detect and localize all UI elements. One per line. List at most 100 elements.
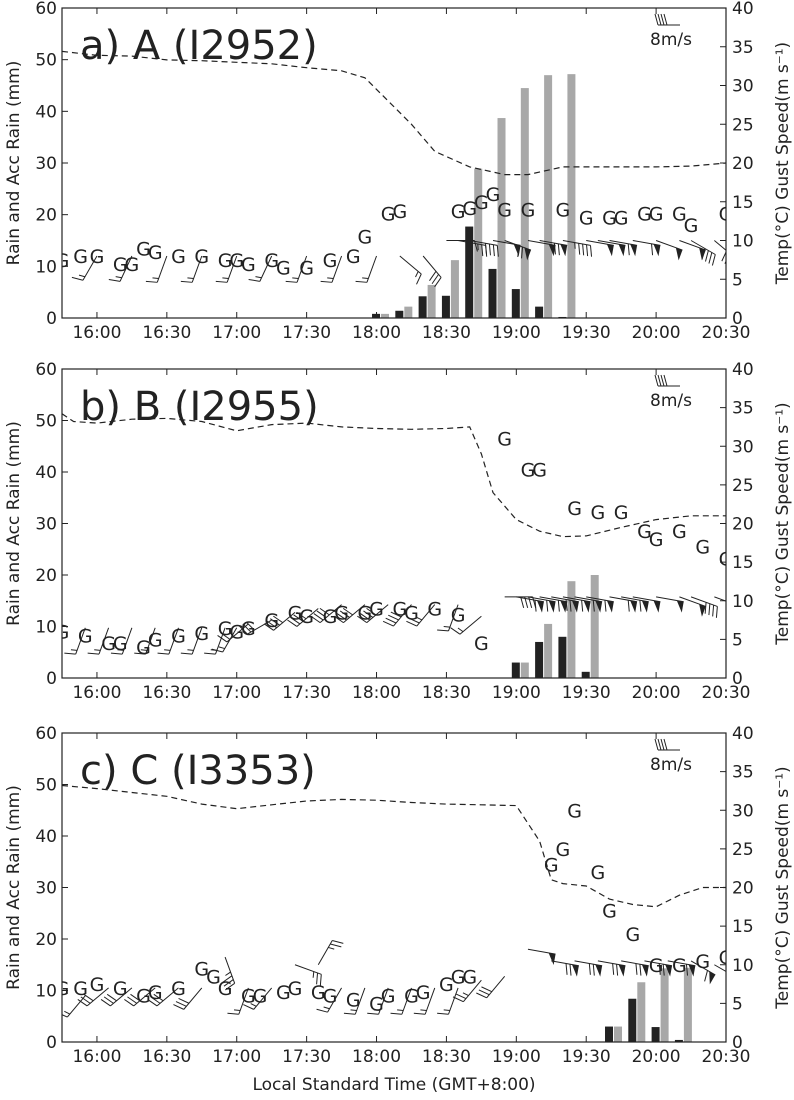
gust-marker: G	[590, 862, 605, 884]
wind-barb-flag	[688, 964, 696, 977]
wind-barb-flag	[583, 600, 591, 613]
wind-barb-full	[157, 652, 169, 655]
wind-barb-half	[64, 1010, 71, 1015]
wind-barb-staff	[714, 240, 726, 251]
wind-barb-staff	[516, 596, 544, 603]
wind-barb	[310, 604, 342, 624]
wind-barb-full	[41, 653, 52, 654]
wind-barb-full	[173, 1004, 185, 1010]
wind-barb-full	[592, 600, 595, 612]
gust-marker: G	[497, 200, 512, 222]
wind-barb-staff	[586, 240, 614, 246]
wind-barb-full	[740, 982, 743, 993]
wind-barb-full	[238, 625, 248, 635]
wind-barb	[656, 596, 684, 613]
wind-barb-full	[145, 280, 158, 283]
wind-barb-staff	[422, 255, 442, 278]
wind-barb-full	[589, 245, 593, 257]
wind-barb	[248, 255, 273, 282]
wind-barb-half	[115, 276, 122, 279]
wind-barb-full	[273, 615, 284, 624]
wind-barb-full	[557, 243, 560, 256]
gust-marker: G	[125, 254, 140, 276]
wind-barb	[64, 627, 86, 655]
wind-barb-full	[108, 278, 121, 282]
left-axis-title: Rain and Acc Rain (mm)	[4, 421, 24, 626]
wind-barb	[551, 960, 579, 977]
wind-barb-staff	[366, 255, 377, 283]
panel-title: b) B (I2955)	[80, 384, 319, 430]
wind-barb-half	[225, 971, 231, 976]
wind-barb-staff	[486, 976, 506, 999]
wind-barb-flag	[548, 952, 556, 965]
gust-marker: G	[218, 978, 233, 1000]
wind-barb-full	[473, 240, 478, 252]
left-tick-label: 30	[35, 154, 57, 174]
wind-barb-full	[406, 620, 417, 627]
wind-barb-full	[357, 615, 368, 624]
wind-barb-staff	[424, 987, 436, 1015]
wind-barb	[316, 987, 343, 1013]
wind-barb-staff	[98, 627, 110, 655]
acc-rain-bar	[404, 306, 413, 318]
wind-barb-full	[390, 611, 402, 618]
right-tick-label: 15	[732, 553, 754, 573]
wind-barb	[586, 240, 614, 257]
wind-barb	[180, 255, 203, 283]
wind-barb-full	[685, 964, 689, 976]
wind-barb-half	[41, 1011, 47, 1014]
wind-barb-full	[484, 243, 488, 255]
gust-marker: G	[497, 429, 512, 451]
wind-barb-half	[469, 240, 473, 247]
gust-marker: G	[567, 498, 582, 520]
wind-barb-full	[243, 1004, 254, 1010]
wind-barb-half	[327, 277, 334, 280]
gust-marker: G	[439, 974, 454, 996]
wind-barb	[621, 596, 649, 613]
wind-barb	[469, 240, 499, 257]
wind-barb	[527, 240, 556, 257]
wind-barb-half	[323, 1006, 330, 1010]
left-tick-label: 60	[35, 0, 57, 19]
wind-barb-full	[87, 652, 100, 655]
gust-marker: G	[649, 203, 664, 225]
gust-marker: G	[299, 258, 314, 280]
acc-rain-bar	[520, 662, 529, 678]
gust-marker: G	[206, 966, 221, 988]
x-tick-label: 17:00	[212, 683, 261, 703]
wind-barb-full	[517, 245, 520, 258]
rain-bar	[535, 306, 544, 318]
gust-marker: G	[55, 250, 70, 272]
wind-barb-full	[204, 652, 216, 655]
gust-marker: G	[346, 246, 361, 268]
wind-barb-staff	[393, 604, 412, 627]
wind-barb-full	[215, 280, 228, 283]
wind-barb	[644, 960, 673, 977]
wind-barb-staff	[574, 596, 603, 603]
wind-barb-staff	[399, 255, 422, 275]
gust-marker: G	[532, 459, 547, 481]
wind-barb-half	[233, 1009, 241, 1011]
right-tick-label: 35	[732, 38, 754, 58]
gust-marker: G	[323, 250, 338, 272]
gust-marker: G	[90, 974, 105, 996]
wind-barb-half	[140, 649, 148, 651]
wind-barb-flag	[665, 964, 673, 977]
wind-barb-flag	[548, 600, 556, 613]
left-tick-label: 40	[35, 827, 57, 847]
rain-bar	[605, 1026, 614, 1042]
gust-marker: G	[55, 622, 70, 644]
scale-label: 8m/s	[650, 391, 692, 411]
wind-barb-full	[731, 258, 736, 268]
wind-barb-full	[355, 280, 367, 283]
wind-barb-full	[520, 596, 525, 609]
wind-barb	[714, 596, 726, 602]
right-tick-label: 15	[732, 917, 754, 937]
gust-marker: G	[381, 203, 396, 225]
x-axis-title: Local Standard Time (GMT+8:00)	[252, 1075, 535, 1095]
acc-rain-bar	[381, 313, 390, 318]
gust-marker: G	[567, 800, 582, 822]
x-tick-label: 16:30	[142, 323, 191, 343]
wind-barb-half	[415, 271, 419, 278]
